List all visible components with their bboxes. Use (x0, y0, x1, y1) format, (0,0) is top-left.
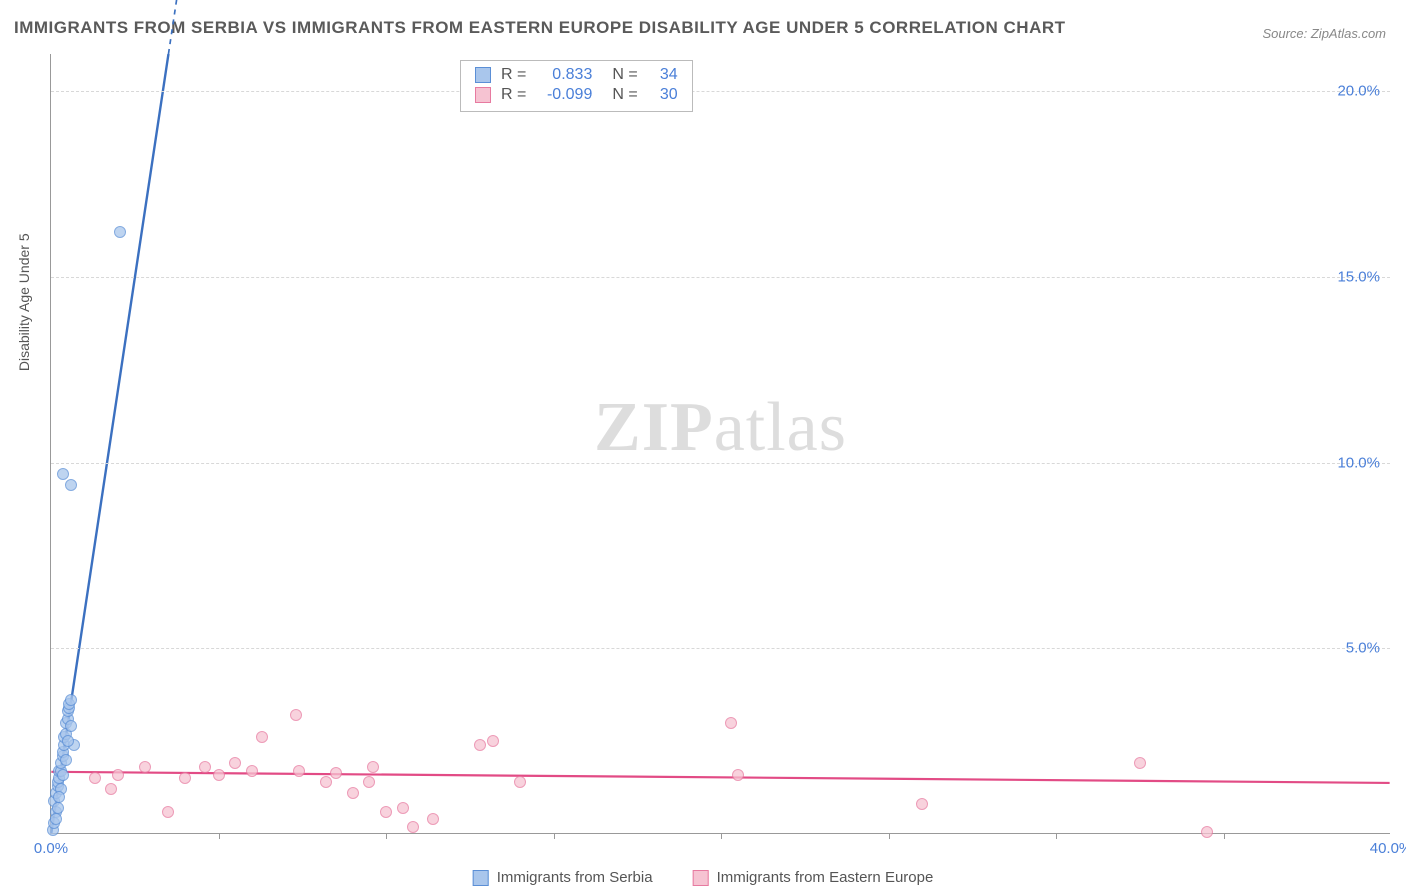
y-tick-label: 5.0% (1346, 640, 1380, 657)
data-point (380, 806, 392, 818)
data-point (347, 787, 359, 799)
x-minor-tick (1056, 833, 1057, 839)
data-point (114, 226, 126, 238)
data-point (179, 772, 191, 784)
chart-title: IMMIGRANTS FROM SERBIA VS IMMIGRANTS FRO… (14, 18, 1066, 38)
data-point (732, 769, 744, 781)
x-tick-label: 0.0% (34, 840, 68, 857)
legend-swatch (693, 870, 709, 886)
data-point (293, 765, 305, 777)
data-point (397, 802, 409, 814)
data-point (65, 694, 77, 706)
data-point (514, 776, 526, 788)
data-point (213, 769, 225, 781)
data-point (57, 468, 69, 480)
x-minor-tick (889, 833, 890, 839)
gridline-horizontal (51, 91, 1390, 92)
data-point (65, 479, 77, 491)
data-point (229, 757, 241, 769)
correlation-stats-box: R = 0.833 N = 34 R = -0.099 N = 30 (460, 60, 693, 112)
legend-label: Immigrants from Eastern Europe (717, 869, 934, 886)
data-point (256, 731, 268, 743)
data-point (1134, 757, 1146, 769)
data-point (725, 717, 737, 729)
stat-n-label: N = (612, 86, 637, 104)
data-point (57, 769, 69, 781)
y-tick-label: 15.0% (1337, 268, 1380, 285)
x-minor-tick (386, 833, 387, 839)
y-tick-label: 20.0% (1337, 83, 1380, 100)
x-minor-tick (721, 833, 722, 839)
source-attribution: Source: ZipAtlas.com (1262, 26, 1386, 41)
stat-n-label: N = (612, 66, 637, 84)
stat-row: R = -0.099 N = 30 (475, 85, 678, 105)
data-point (246, 765, 258, 777)
data-point (162, 806, 174, 818)
series-legend: Immigrants from Serbia Immigrants from Ea… (473, 869, 934, 886)
data-point (367, 761, 379, 773)
data-point (427, 813, 439, 825)
data-point (199, 761, 211, 773)
gridline-horizontal (51, 463, 1390, 464)
data-point (320, 776, 332, 788)
gridline-horizontal (51, 277, 1390, 278)
data-point (916, 798, 928, 810)
stat-r-label: R = (501, 66, 526, 84)
data-point (52, 802, 64, 814)
data-point (89, 772, 101, 784)
data-point (105, 783, 117, 795)
stat-swatch (475, 67, 491, 83)
y-tick-label: 10.0% (1337, 454, 1380, 471)
data-point (53, 791, 65, 803)
data-point (112, 769, 124, 781)
stat-swatch (475, 87, 491, 103)
data-point (407, 821, 419, 833)
data-point (62, 735, 74, 747)
data-point (50, 813, 62, 825)
legend-item: Immigrants from Serbia (473, 869, 653, 886)
x-minor-tick (219, 833, 220, 839)
legend-item: Immigrants from Eastern Europe (693, 869, 934, 886)
x-minor-tick (554, 833, 555, 839)
data-point (290, 709, 302, 721)
trend-lines-layer (51, 54, 1390, 833)
data-point (330, 767, 342, 779)
data-point (487, 735, 499, 747)
data-point (60, 754, 72, 766)
x-tick-label: 40.0% (1370, 840, 1406, 857)
y-axis-label: Disability Age Under 5 (16, 233, 32, 371)
stat-n-value: 34 (648, 66, 678, 84)
data-point (65, 720, 77, 732)
stat-r-label: R = (501, 86, 526, 104)
data-point (139, 761, 151, 773)
data-point (1201, 826, 1213, 838)
data-point (363, 776, 375, 788)
stat-row: R = 0.833 N = 34 (475, 65, 678, 85)
legend-label: Immigrants from Serbia (497, 869, 653, 886)
stat-r-value: 0.833 (536, 66, 592, 84)
stat-r-value: -0.099 (536, 86, 592, 104)
data-point (474, 739, 486, 751)
stat-n-value: 30 (648, 86, 678, 104)
x-minor-tick (1224, 833, 1225, 839)
gridline-horizontal (51, 648, 1390, 649)
plot-area: ZIPatlas 5.0%10.0%15.0%20.0%0.0%40.0% (50, 54, 1390, 834)
legend-swatch (473, 870, 489, 886)
